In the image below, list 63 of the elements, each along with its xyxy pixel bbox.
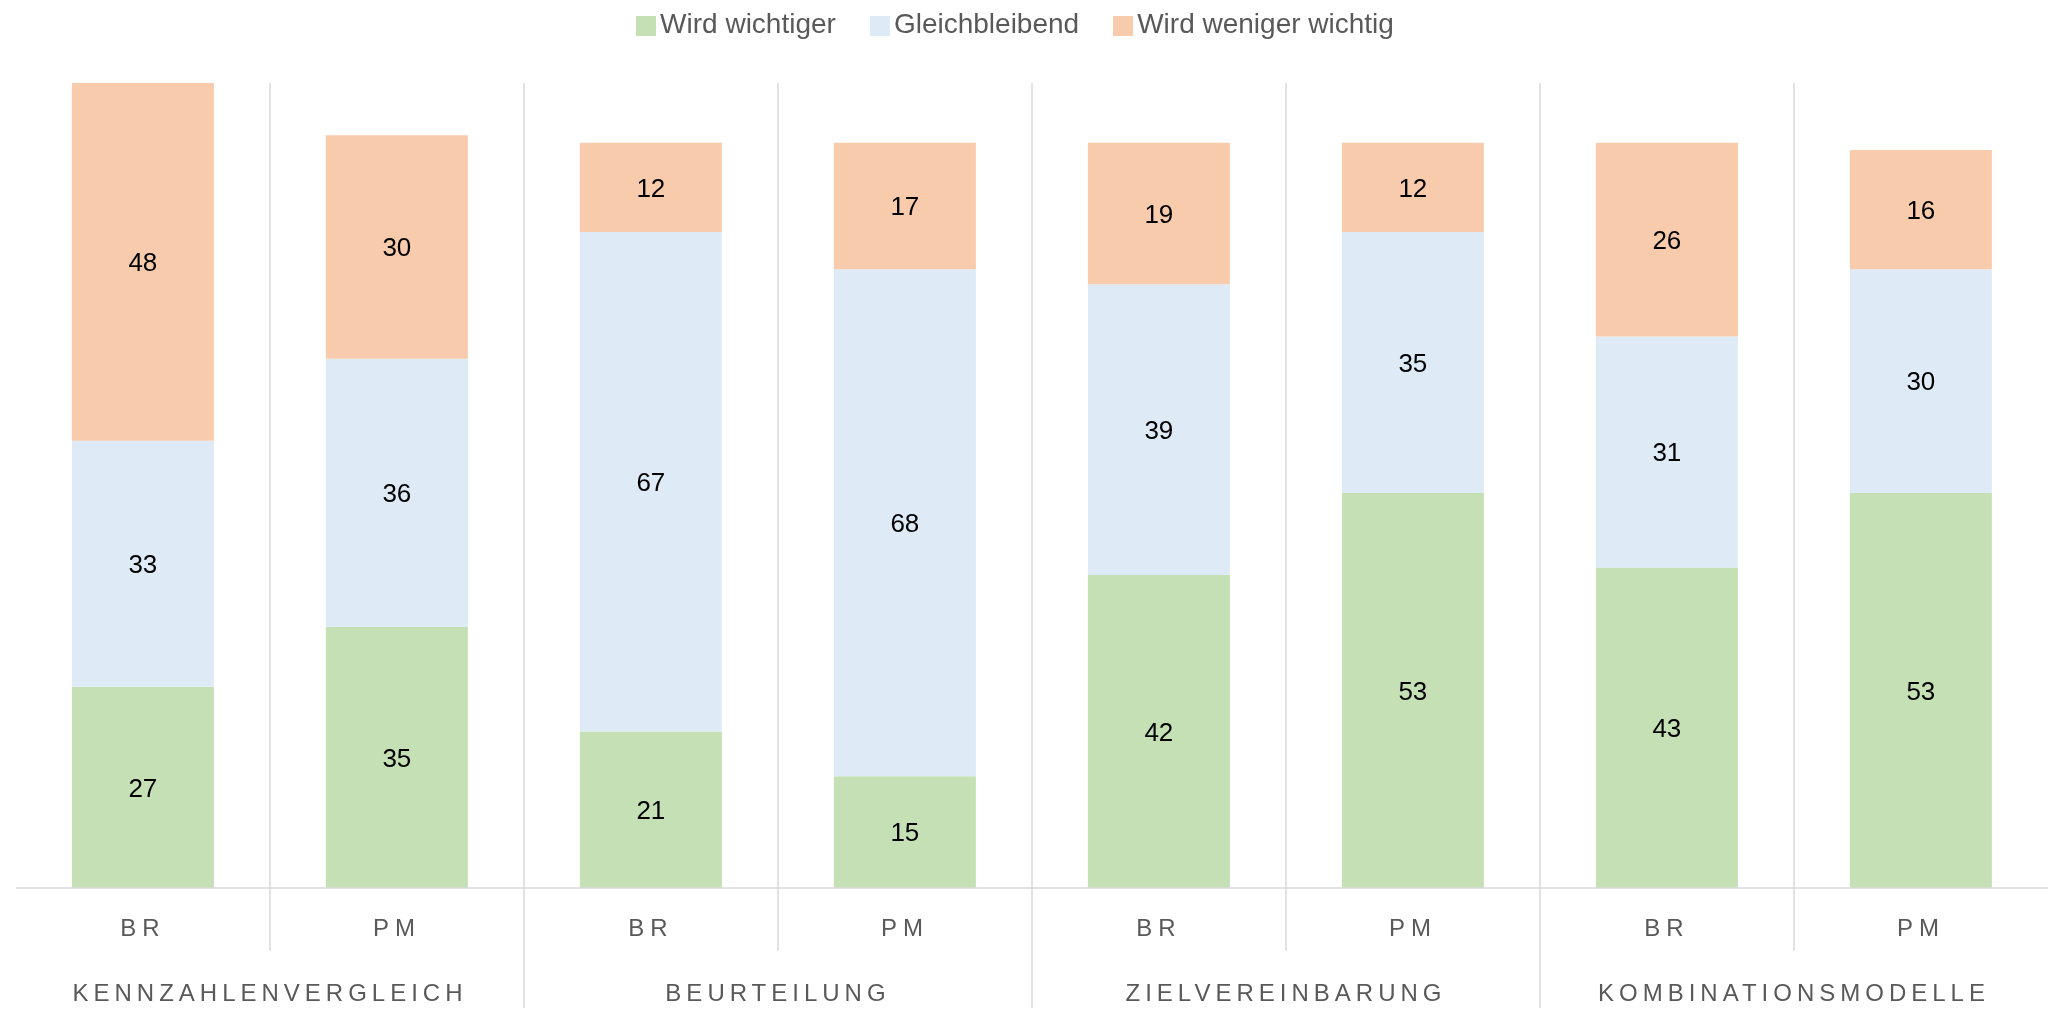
data-label: 30 <box>382 232 412 263</box>
x-tick-label: PM <box>1897 914 1945 941</box>
bar <box>325 627 468 888</box>
x-tick-label: PM <box>1389 914 1437 941</box>
text: BEURTEILUNG <box>665 979 891 1006</box>
legend-label: Wird weniger wichtig <box>1137 8 1394 39</box>
bar <box>71 440 214 687</box>
data-label: 35 <box>1398 347 1428 378</box>
text: KOMBINATIONSMODELLE <box>1598 979 1990 1006</box>
data-label: 53 <box>1398 675 1428 706</box>
x-tick-label: BR <box>1136 914 1182 941</box>
bar <box>833 776 976 888</box>
data-label: 26 <box>1652 224 1682 255</box>
bar <box>1087 284 1230 575</box>
bar <box>1341 232 1484 493</box>
bar <box>71 686 214 888</box>
x-tick-label: BR <box>120 914 166 941</box>
data-label: 36 <box>382 478 412 509</box>
bar <box>1849 269 1992 493</box>
legend-label: Gleichbleibend <box>893 8 1080 39</box>
data-label: 17 <box>890 191 920 222</box>
bar <box>1595 336 1738 568</box>
x-tick-label: PM <box>881 914 929 941</box>
bar <box>1087 142 1230 285</box>
bar <box>1595 567 1738 888</box>
x-tick-label: BR <box>1644 914 1690 941</box>
data-label: 19 <box>1144 198 1174 229</box>
bar <box>579 142 722 233</box>
data-label: 35 <box>382 742 412 773</box>
data-label: 15 <box>890 817 920 848</box>
data-label: 42 <box>1144 716 1174 747</box>
data-label: 27 <box>128 772 158 803</box>
text: ZIELVEREINBARUNG <box>1125 979 1447 1006</box>
data-label: 31 <box>1652 437 1682 468</box>
bar <box>1595 142 1738 337</box>
bar <box>833 269 976 777</box>
bar <box>579 731 722 888</box>
data-label: 33 <box>128 548 158 579</box>
bar <box>1849 492 1992 888</box>
data-label: 43 <box>1652 712 1682 743</box>
data-label: 12 <box>636 172 666 203</box>
bar <box>1849 150 1992 270</box>
bar <box>325 135 468 359</box>
x-tick-label: PM <box>373 914 421 941</box>
data-label: 30 <box>1906 366 1936 397</box>
data-label: 67 <box>636 467 666 497</box>
data-label: 12 <box>1398 172 1428 203</box>
data-label: 21 <box>636 794 666 825</box>
x-tick-label: BR <box>628 914 674 941</box>
legend-label: Wird wichtiger <box>660 8 836 39</box>
text: KENNZAHLENVERGLEICH <box>72 979 468 1006</box>
data-label: 16 <box>1906 194 1936 225</box>
bar <box>1341 492 1484 888</box>
bar <box>1087 574 1230 888</box>
bar <box>71 83 214 441</box>
data-label: 48 <box>128 247 158 278</box>
data-label: 68 <box>890 508 920 538</box>
data-label: 53 <box>1906 675 1936 706</box>
bar <box>1341 142 1484 233</box>
data-label: 39 <box>1144 414 1174 445</box>
bar <box>833 142 976 270</box>
bar <box>325 358 468 628</box>
bar <box>579 232 722 732</box>
